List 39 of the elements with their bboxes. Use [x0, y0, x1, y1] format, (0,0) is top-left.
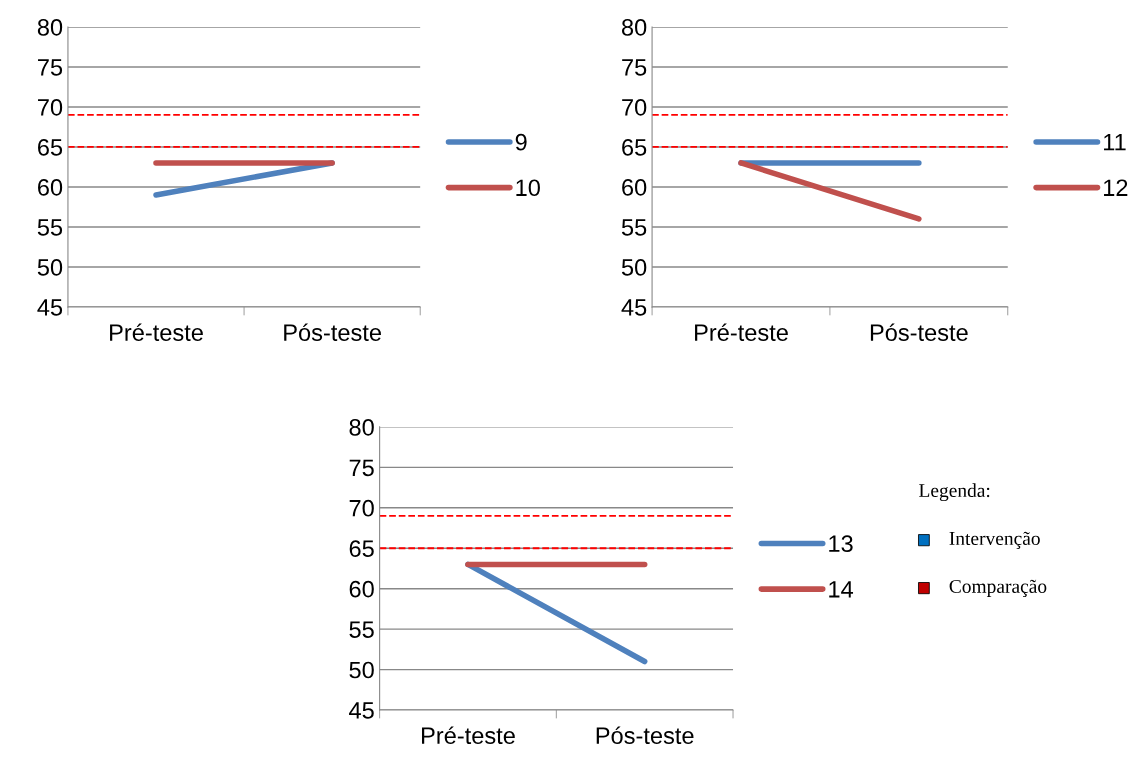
x-tick-label: Pós-teste — [596, 726, 694, 745]
y-tick-label: 60 — [622, 179, 647, 196]
y-tick-label: 45 — [37, 299, 63, 316]
y-tick-label: 80 — [37, 19, 63, 36]
y-tick-label: 70 — [38, 99, 63, 116]
y-tick-label: 70 — [349, 499, 374, 517]
y-tick-label: 45 — [621, 299, 647, 316]
y-tick-label: 60 — [38, 179, 63, 196]
text: Legenda: — [919, 483, 990, 502]
legend-label: 14 — [829, 581, 854, 598]
y-tick-label: 75 — [622, 59, 647, 76]
legend-label: 11 — [1104, 134, 1126, 151]
x-tick-label: Pré-teste — [695, 323, 788, 341]
y-tick-label: 65 — [38, 139, 63, 156]
y-tick-label: 65 — [622, 139, 647, 156]
y-tick-label: 50 — [349, 661, 374, 679]
y-tick-label: 65 — [349, 540, 374, 558]
legend-label: 9 — [515, 133, 527, 151]
x-tick-label: Pré-teste — [422, 726, 515, 745]
legend-label: 12 — [1104, 179, 1128, 196]
legend-label: 10 — [516, 179, 540, 197]
y-tick-label: 80 — [349, 418, 374, 436]
y-tick-label: 70 — [622, 99, 647, 116]
y-tick-label: 75 — [349, 459, 374, 477]
y-tick-label: 60 — [349, 580, 374, 598]
y-tick-label: 80 — [621, 19, 647, 36]
text: Comparação — [949, 579, 1047, 597]
y-tick-label: 55 — [37, 219, 63, 236]
y-tick-label: 55 — [621, 219, 647, 236]
y-tick-label: 55 — [349, 621, 374, 638]
x-tick-label: Pós-teste — [870, 323, 968, 341]
x-tick-label: Pós-teste — [284, 323, 381, 341]
text: Intervenção — [949, 531, 1040, 549]
y-tick-label: 50 — [621, 259, 647, 276]
y-tick-label: 75 — [38, 59, 63, 76]
y-tick-label: 50 — [37, 259, 63, 276]
x-tick-label: Pré-teste — [110, 323, 203, 341]
y-tick-label: 45 — [349, 702, 374, 719]
legend-label: 13 — [829, 535, 853, 552]
